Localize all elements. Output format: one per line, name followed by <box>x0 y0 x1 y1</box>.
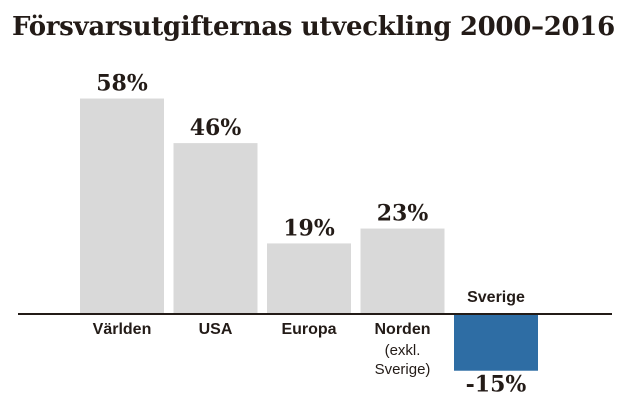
category-label-sverige: Sverige <box>467 289 525 306</box>
bars-layer <box>80 98 538 371</box>
value-label-norden: 23% <box>377 201 429 227</box>
chart-title: Försvarsutgifternas utveckling 2000–2016 <box>12 12 615 42</box>
value-label-varlden: 58% <box>96 71 148 97</box>
category-label-varlden: Världen <box>93 321 152 338</box>
value-label-sverige: -15% <box>466 372 527 398</box>
category-label-usa: USA <box>199 321 233 338</box>
bar-norden <box>360 228 445 314</box>
bar-europa <box>267 243 351 314</box>
category-label-norden: Norden <box>375 321 431 338</box>
bar-sverige <box>454 315 538 371</box>
bar-usa <box>173 143 258 314</box>
labels-layer: 58% Världen 46% USA 19% Europa 23% Norden (exkl.… <box>93 71 527 398</box>
value-label-usa: 46% <box>190 115 242 141</box>
value-label-europa: 19% <box>283 215 335 241</box>
bar-varlden <box>80 98 164 314</box>
category-label-europa: Europa <box>281 321 336 338</box>
category-sublabel-norden: (exkl. Sverige) <box>375 342 431 378</box>
